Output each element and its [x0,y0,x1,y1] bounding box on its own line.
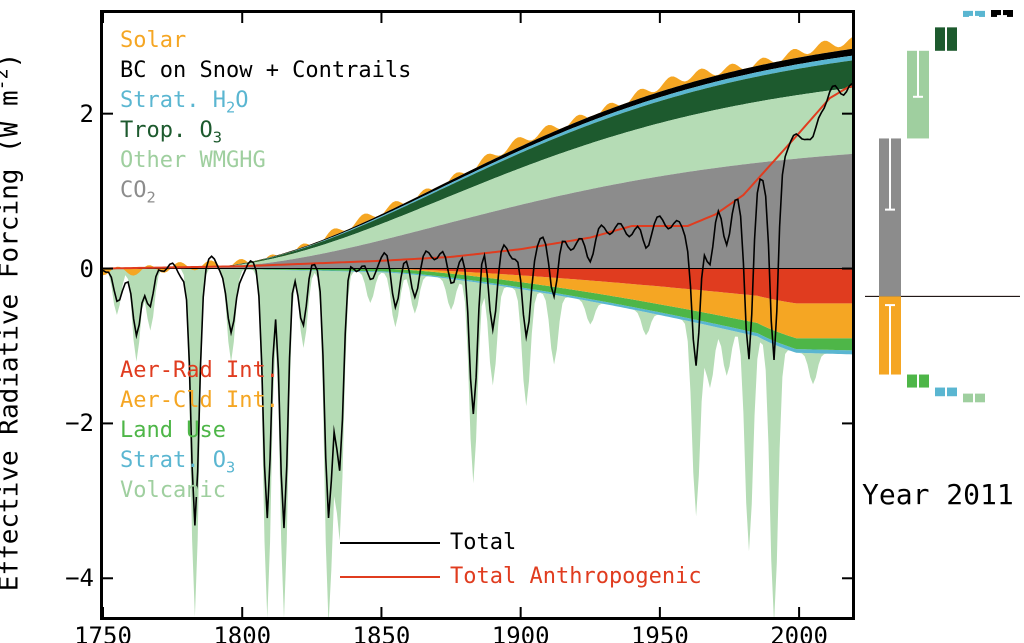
legend-label: BC on Snow + Contrails [120,58,411,83]
y-tick-label: −2 [65,409,94,437]
x-tick-label: 1900 [492,622,550,643]
y-tick-label: 2 [80,100,94,128]
legend-label: Strat. H2O [120,88,249,116]
legend-label: Strat. O3 [120,448,235,476]
legend-label: CO2 [120,178,156,206]
legend-label: Other WMGHG [120,148,266,173]
year-2011-label: Year 2011 [862,478,1014,511]
bar-panel-2011 [865,10,1020,470]
legend-label: Solar [120,28,186,53]
bar-chart-canvas [865,10,1020,470]
y-tick-label: 0 [80,255,94,283]
x-tick-label: 1750 [74,622,132,643]
legend-line-sample [340,542,440,544]
legend-label: Aer-Cld Int. [120,388,279,413]
x-tick-label: 2000 [770,622,828,643]
legend-label: Aer-Rad Int. [120,358,279,383]
legend-line-label: Total [450,530,516,555]
x-tick-label: 1850 [353,622,411,643]
legend-line-label: Total Anthropogenic [450,564,702,589]
y-tick-label: −4 [65,564,94,592]
legend-line-sample [340,576,440,578]
legend-label: Trop. O3 [120,118,222,146]
legend-label: Land Use [120,418,226,443]
x-tick-label: 1800 [213,622,271,643]
legend-label: Volcanic [120,478,226,503]
x-tick-label: 1950 [631,622,689,643]
